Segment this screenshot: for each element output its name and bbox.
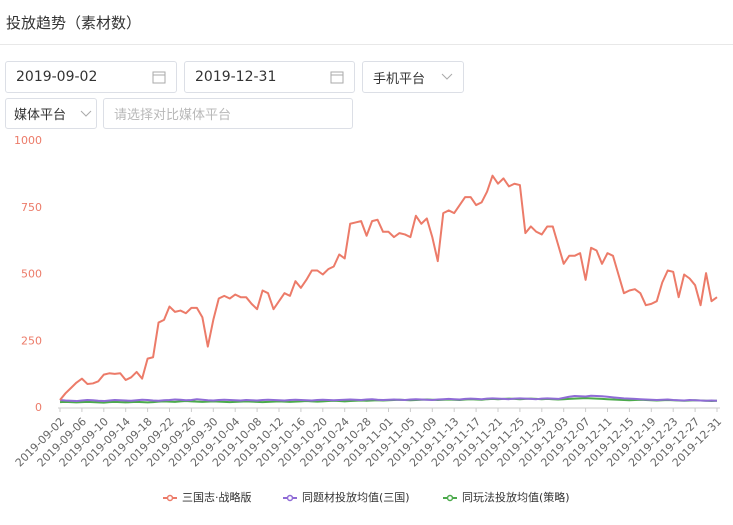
placeholder: 请选择对比媒体平台 [114,108,232,123]
device-select[interactable]: 手机平台 [362,61,464,93]
y-tick-label: 0 [35,401,42,414]
chevron [441,73,453,80]
media-select[interactable]: 媒体平台 [5,98,97,129]
legend-label: 同题材投放均值(三国) [302,490,410,504]
chevron [80,110,92,117]
calendar-icon [152,71,166,84]
calendar-icon [330,71,344,84]
legend-dot [446,494,454,502]
legend-dot [286,494,294,502]
y-tick-label: 750 [21,201,42,214]
series-line [59,174,718,401]
y-tick-label: 1000 [14,134,42,147]
compare-select[interactable]: 请选择对比媒体平台 [103,98,353,129]
start-date-input[interactable]: 2019-09-02 [5,61,177,93]
series-line [59,394,718,403]
chart: 025050075010002019-09-022019-09-062019-0… [13,134,724,504]
start-date: 2019-09-02 [16,69,98,85]
panel-title: 投放趋势（素材数） [6,14,142,32]
legend-dot [166,494,174,502]
y-tick-label: 250 [21,334,42,347]
legend-label: 三国志·战略版 [182,490,252,504]
divider [0,44,733,45]
legend-label: 同玩法投放均值(策略) [462,490,570,504]
media: 媒体平台 [14,108,67,123]
end-date-input[interactable]: 2019-12-31 [184,61,355,93]
device: 手机平台 [373,71,426,87]
y-tick-label: 500 [21,268,42,281]
end-date: 2019-12-31 [195,69,277,85]
